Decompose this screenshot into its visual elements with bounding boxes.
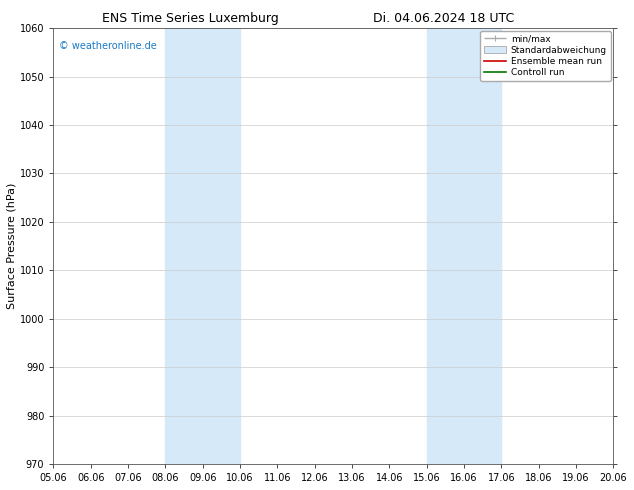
Legend: min/max, Standardabweichung, Ensemble mean run, Controll run: min/max, Standardabweichung, Ensemble me… xyxy=(480,31,611,81)
Text: © weatheronline.de: © weatheronline.de xyxy=(59,41,157,51)
Bar xyxy=(165,28,240,464)
Y-axis label: Surface Pressure (hPa): Surface Pressure (hPa) xyxy=(7,183,17,309)
Text: ENS Time Series Luxemburg: ENS Time Series Luxemburg xyxy=(102,12,278,25)
Text: Di. 04.06.2024 18 UTC: Di. 04.06.2024 18 UTC xyxy=(373,12,514,25)
Bar xyxy=(427,28,501,464)
